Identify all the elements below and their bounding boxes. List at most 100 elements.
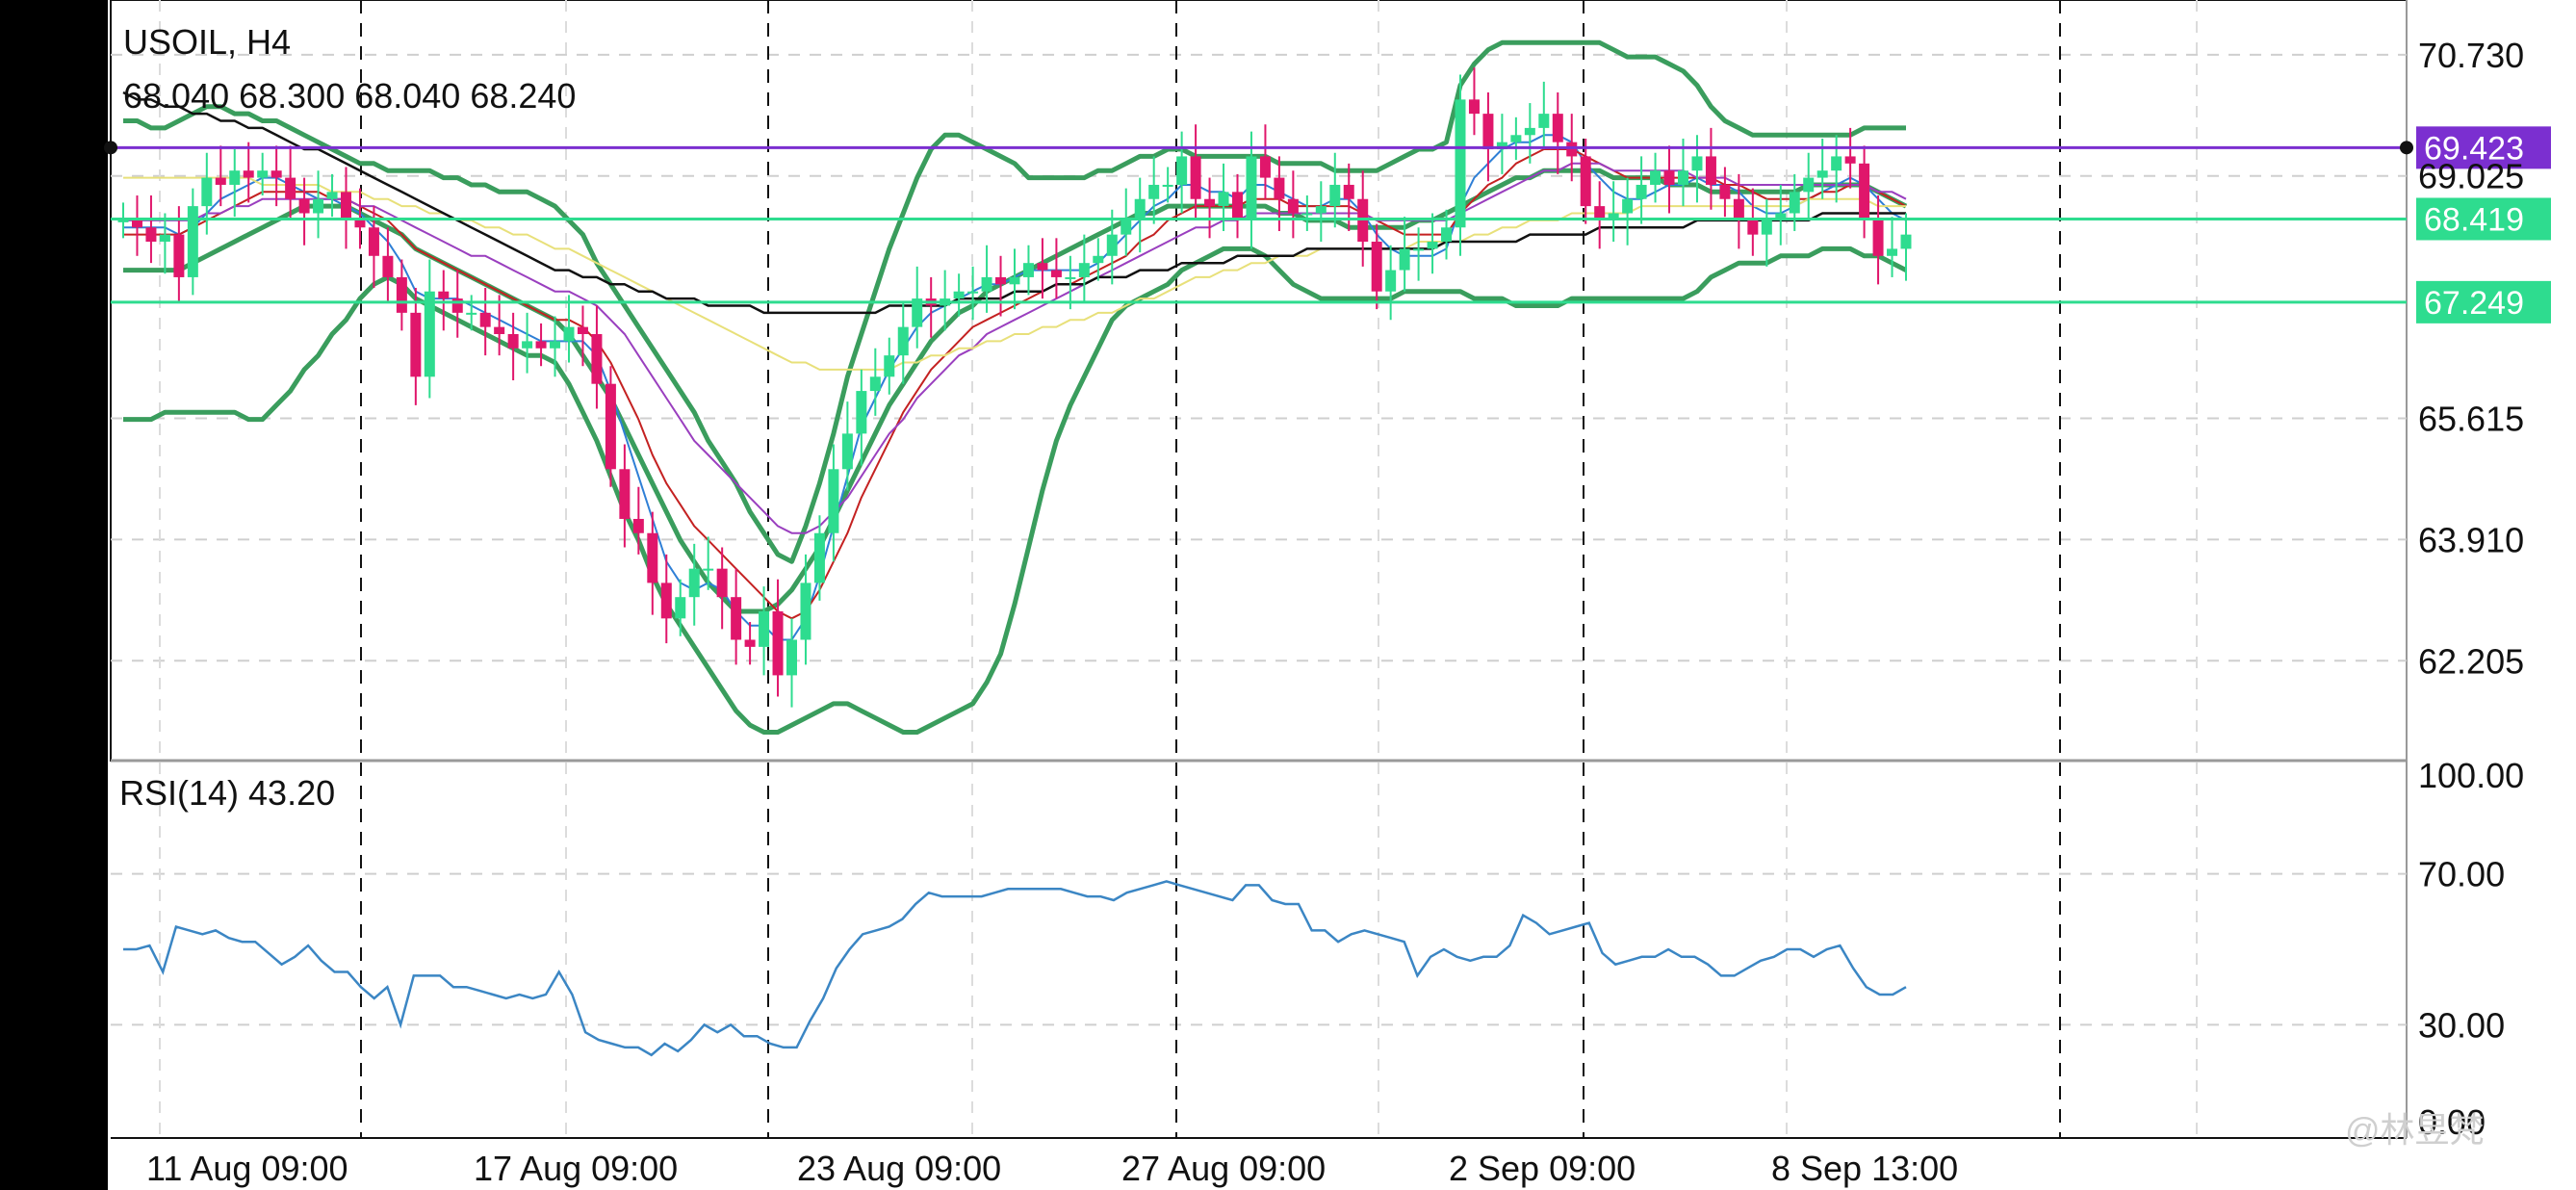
candle-body	[786, 639, 797, 676]
candle-body	[1761, 220, 1772, 235]
candle-body	[1594, 206, 1606, 220]
rsi-axis: 100.00 70.00 30.00 0.00	[2418, 756, 2524, 1142]
candle-body	[1468, 99, 1480, 115]
ma-fast-line	[123, 134, 1907, 641]
candle-body	[1399, 248, 1410, 271]
candle-body	[1259, 156, 1271, 178]
candle-body	[1900, 234, 1912, 249]
candle-body	[145, 227, 157, 243]
price-level-label: 69.423	[2424, 130, 2524, 167]
candle-body	[731, 597, 742, 640]
chart-frame	[110, 0, 2408, 1139]
candle-body	[1552, 114, 1563, 142]
candle-body	[1176, 156, 1188, 185]
candle-body	[1329, 184, 1341, 207]
candle-body	[703, 568, 714, 571]
candle-body	[1190, 156, 1201, 199]
candle-body	[647, 532, 658, 583]
candle-body	[368, 227, 379, 256]
candle-body	[953, 291, 965, 299]
candle-body	[841, 433, 853, 470]
candle-body	[298, 198, 310, 214]
candle-body	[563, 326, 575, 342]
candle-body	[1037, 263, 1048, 271]
candle-body	[577, 326, 588, 335]
candle-body	[967, 291, 979, 294]
price-tick-label: 63.910	[2418, 520, 2524, 559]
price-tick-label: 69.025	[2418, 157, 2524, 196]
time-tick-label: 11 Aug 09:00	[146, 1149, 348, 1188]
candle-body	[759, 610, 770, 647]
time-tick-label: 2 Sep 09:00	[1449, 1149, 1636, 1188]
candle-body	[1622, 198, 1634, 214]
candle-body	[1343, 184, 1354, 199]
level-anchor-left	[104, 141, 117, 155]
candle-body	[1678, 170, 1688, 185]
candle-body	[1887, 248, 1898, 256]
candle-body	[229, 170, 241, 185]
candle-body	[856, 391, 867, 434]
candle-body	[1065, 276, 1076, 279]
level-anchor-right	[2400, 141, 2413, 155]
candle-body	[1455, 99, 1466, 228]
rsi-polyline	[123, 880, 1907, 1057]
candle-body	[1274, 177, 1285, 199]
candle-body	[285, 177, 296, 199]
candle-body	[1218, 192, 1229, 207]
candle-body	[1009, 276, 1020, 285]
ma-slow-line	[123, 162, 1907, 534]
time-axis: 11 Aug 09:00 17 Aug 09:00 23 Aug 09:00 27 A…	[146, 1149, 1958, 1188]
candle-body	[1859, 163, 1870, 220]
candle-body	[1441, 227, 1453, 243]
watermark: @林昱梵	[2345, 1110, 2485, 1150]
candle-body	[1093, 255, 1104, 264]
candle-body	[912, 298, 923, 327]
candle-body	[1844, 156, 1856, 164]
rsi-tick-label: 100.00	[2418, 756, 2524, 795]
candle-body	[884, 355, 895, 377]
candle-body	[675, 597, 686, 619]
candle-body	[1121, 220, 1132, 235]
candle-body	[1078, 263, 1090, 277]
candle-body	[1287, 198, 1299, 214]
candle-body	[438, 291, 450, 299]
price-level-badge	[2416, 197, 2551, 241]
candle-body	[1538, 114, 1550, 128]
left-black-bar	[0, 0, 108, 1190]
candle-body	[632, 518, 644, 533]
indicator-lines	[122, 39, 1908, 735]
candle-body	[1162, 184, 1173, 187]
candle-body	[800, 582, 811, 640]
candle-body	[828, 469, 839, 533]
candle-body	[1719, 184, 1731, 199]
time-tick-label: 17 Aug 09:00	[474, 1149, 678, 1188]
candle-body	[1148, 184, 1160, 199]
candle-body	[187, 206, 198, 277]
candle-body	[660, 582, 672, 619]
rsi-tick-label: 30.00	[2418, 1005, 2505, 1045]
candle-body	[1385, 270, 1397, 292]
candle-body	[550, 341, 561, 349]
candle-body	[605, 383, 616, 470]
price-tick-label: 70.730	[2418, 36, 2524, 75]
candle-body	[619, 469, 631, 519]
candle-body	[1775, 213, 1787, 220]
candle-body	[772, 610, 784, 676]
price-level-label: 68.419	[2424, 201, 2524, 238]
price-levels[interactable]: 69.423 68.419 67.249	[104, 126, 2551, 323]
time-tick-label: 27 Aug 09:00	[1121, 1149, 1326, 1188]
candle-body	[1816, 170, 1828, 178]
bollinger-upper-line	[123, 39, 1906, 564]
candle-body	[1663, 170, 1675, 185]
rsi-title: RSI(14) 43.20	[119, 773, 335, 813]
candle-body	[396, 276, 407, 313]
candle-body	[382, 255, 394, 277]
candle-body	[1510, 135, 1522, 142]
candle-body	[591, 334, 603, 384]
candle-body	[1580, 156, 1591, 207]
candle-body	[1050, 270, 1062, 277]
candle-body	[688, 568, 700, 598]
rsi-line	[123, 880, 1907, 1057]
candle-body	[341, 192, 351, 220]
